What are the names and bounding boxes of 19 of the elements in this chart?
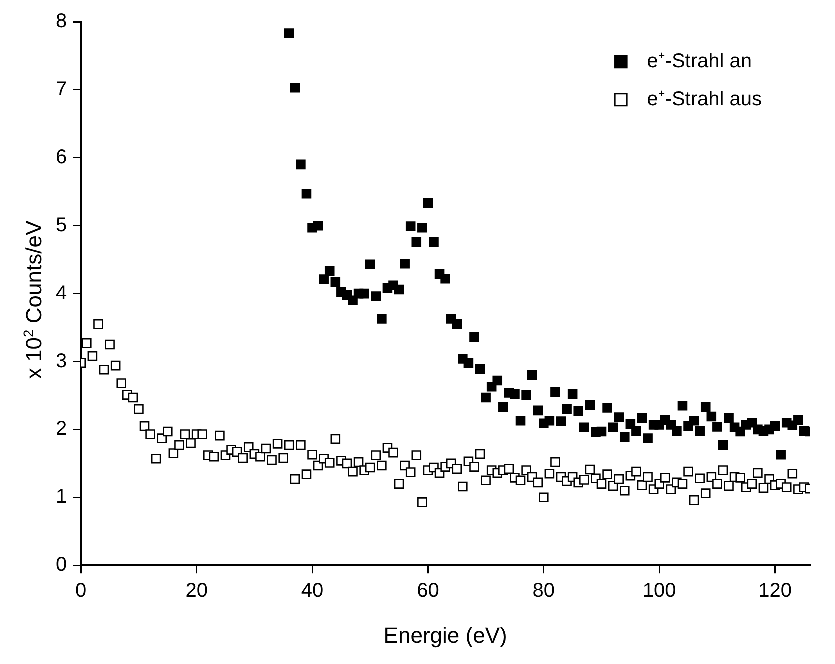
x-tick-label: 100 — [642, 580, 676, 602]
x-tick-label: 80 — [532, 580, 556, 602]
y-tick-label: 7 — [56, 78, 68, 100]
y-tick-label: 1 — [56, 486, 68, 508]
x-axis-title: Energie (eV) — [384, 622, 508, 648]
y-tick-label: 0 — [56, 554, 68, 576]
y-tick-label: 4 — [56, 282, 68, 304]
legend-label: e⁺-Strahl aus — [647, 88, 762, 111]
x-tick-label: 40 — [301, 580, 324, 602]
y-tick-label: 6 — [56, 146, 68, 168]
x-tick-label: 0 — [76, 580, 87, 602]
legend-label: e⁺-Strahl an — [647, 50, 752, 73]
y-tick-label: 5 — [56, 214, 68, 236]
y-tick-label: 3 — [56, 350, 68, 372]
y-tick-label: 2 — [56, 418, 68, 440]
x-tick-label: 20 — [186, 580, 208, 602]
x-tick-label: 60 — [417, 580, 440, 602]
y-tick-label: 8 — [56, 10, 68, 33]
x-tick-label: 120 — [758, 580, 792, 602]
